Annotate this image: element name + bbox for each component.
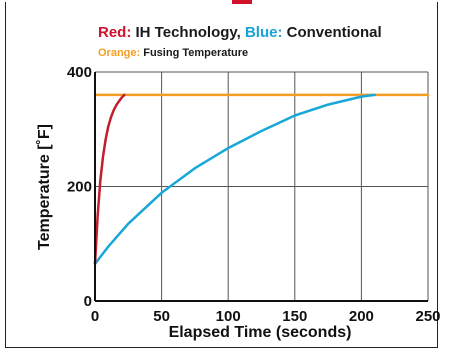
x-tick-label: 250 (415, 308, 440, 325)
series-line-blue (93, 93, 376, 266)
x-tick-label: 100 (216, 308, 241, 325)
x-tick-label: 150 (282, 308, 307, 325)
top-accent-mark (232, 0, 252, 4)
figure-frame (5, 2, 438, 348)
title-blue-key: Blue: (245, 24, 283, 41)
chart-subtitle: Orange: Fusing Temperature (98, 47, 248, 59)
axes (94, 72, 428, 302)
y-tick-label: 200 (67, 179, 92, 196)
y-axis-label: Temperature [˚F] (36, 124, 53, 250)
y-tick-label: 400 (67, 64, 92, 81)
tick-labels: 0 50 100 150 200 250 0 200 400 (67, 64, 441, 325)
x-tick-label: 200 (349, 308, 374, 325)
subtitle-orange-key: Orange: (98, 47, 140, 59)
subtitle-orange-text: Fusing Temperature (140, 47, 248, 59)
x-tick-label: 0 (91, 308, 99, 325)
x-tick-label: 50 (153, 308, 170, 325)
series-layer (93, 93, 430, 266)
series-line-red (93, 93, 126, 266)
title-red-text: IH Technology, (131, 24, 245, 41)
chart-title: Red: IH Technology, Blue: Conventional (98, 24, 382, 41)
x-axis-label: Elapsed Time (seconds) (169, 324, 352, 341)
title-red-key: Red: (98, 24, 131, 41)
y-tick-label: 0 (84, 293, 92, 310)
title-blue-text: Conventional (282, 24, 381, 41)
grid (94, 71, 429, 302)
